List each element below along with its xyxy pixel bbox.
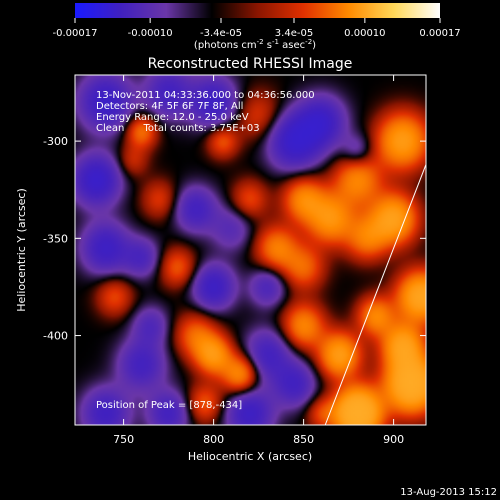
colorbar-tick-label: -3.4e-05 xyxy=(200,28,242,39)
colorbar-unit-label: (photons cm-2 s-1 asec-2) xyxy=(194,38,316,51)
y-tick-label: -350 xyxy=(43,232,68,245)
colorbar-tick-label: 0.00010 xyxy=(344,28,385,39)
chart-title: Reconstructed RHESSI Image xyxy=(148,56,353,72)
heatmap-area xyxy=(75,75,426,425)
annotation-energy: Energy Range: 12.0 - 25.0 keV xyxy=(96,112,249,123)
plot-frame xyxy=(74,74,427,426)
colorbar xyxy=(75,3,440,18)
x-axis-label: Heliocentric X (arcsec) xyxy=(188,450,312,463)
colorbar-tick-label: -0.00017 xyxy=(53,28,98,39)
x-tick-label: 850 xyxy=(293,433,314,446)
colorbar-tick-label: 0.00017 xyxy=(419,28,460,39)
x-tick-label: 750 xyxy=(113,433,134,446)
peak-position-label: Position of Peak = [878,-434] xyxy=(96,400,242,411)
annotation-time: 13-Nov-2011 04:33:36.000 to 04:36:56.000 xyxy=(96,90,315,101)
annotation-block: 13-Nov-2011 04:33:36.000 to 04:36:56.000… xyxy=(96,90,315,134)
colorbar-tick-label: -0.00010 xyxy=(128,28,173,39)
timestamp: 13-Aug-2013 15:12 xyxy=(400,487,497,498)
colorbar-tick-label: 3.4e-05 xyxy=(275,28,313,39)
y-tick-label: -400 xyxy=(43,330,68,343)
solar-limb-line xyxy=(324,164,426,425)
annotation-counts: Clean Total counts: 3.75E+03 xyxy=(96,123,260,134)
colorbar-ticks: -0.00017 -0.00010 -3.4e-05 3.4e-05 0.00010 0.… xyxy=(53,18,461,39)
y-axis-ticks: -400 -350 -300 xyxy=(43,135,426,343)
x-tick-label: 900 xyxy=(383,433,404,446)
y-tick-label: -300 xyxy=(43,135,68,148)
annotation-detectors: Detectors: 4F 5F 6F 7F 8F, All xyxy=(96,101,243,112)
y-axis-label: Heliocentric Y (arcsec) xyxy=(15,188,28,312)
x-tick-label: 800 xyxy=(203,433,224,446)
x-axis-ticks: 750 800 850 900 xyxy=(113,75,404,446)
heatmap-image xyxy=(75,75,426,425)
